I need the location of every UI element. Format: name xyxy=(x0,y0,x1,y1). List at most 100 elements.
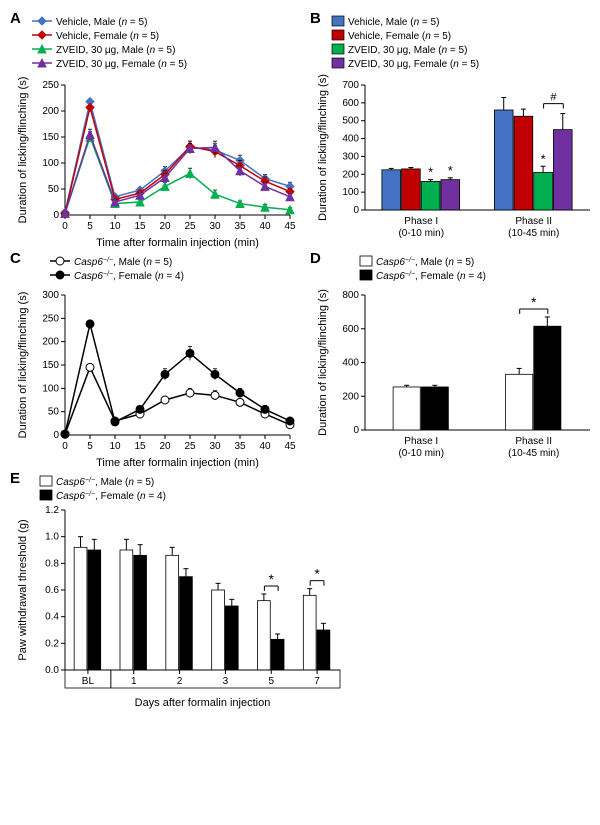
svg-text:2: 2 xyxy=(177,676,183,687)
svg-text:200: 200 xyxy=(342,169,359,180)
svg-text:Paw withdrawal threshold (g): Paw withdrawal threshold (g) xyxy=(17,519,29,660)
svg-text:0.6: 0.6 xyxy=(45,585,59,596)
svg-text:50: 50 xyxy=(48,407,60,418)
svg-text:Casp6−/−, Male (n = 5): Casp6−/−, Male (n = 5) xyxy=(56,477,154,489)
svg-text:Casp6−/−, Male (n = 5): Casp6−/−, Male (n = 5) xyxy=(74,257,172,269)
panel-a: A Vehicle, Male (n = 5) Vehicle, Female (… xyxy=(10,10,300,250)
svg-text:Phase I: Phase I xyxy=(404,436,438,447)
panel-a-chart: Vehicle, Male (n = 5) Vehicle, Female (n … xyxy=(10,10,300,250)
svg-text:40: 40 xyxy=(259,221,271,232)
svg-text:Casp6−/−, Female (n = 4): Casp6−/−, Female (n = 4) xyxy=(56,491,166,503)
svg-text:BL: BL xyxy=(82,676,95,687)
svg-text:7: 7 xyxy=(314,676,320,687)
svg-text:5: 5 xyxy=(268,676,274,687)
svg-text:30: 30 xyxy=(209,221,221,232)
svg-text:0.0: 0.0 xyxy=(45,665,59,676)
svg-text:Time after formalin injection: Time after formalin injection (min) xyxy=(96,237,259,249)
svg-text:200: 200 xyxy=(42,106,59,117)
svg-text:30: 30 xyxy=(209,441,221,452)
svg-text:500: 500 xyxy=(342,116,359,127)
svg-text:35: 35 xyxy=(234,221,246,232)
svg-text:Casp6−/−, Female (n = 4): Casp6−/−, Female (n = 4) xyxy=(376,271,486,283)
svg-text:*: * xyxy=(448,163,453,178)
svg-text:(10-45 min): (10-45 min) xyxy=(508,448,559,459)
svg-text:15: 15 xyxy=(134,441,146,452)
panel-c-chart: Casp6−/−, Male (n = 5) Casp6−/−, Female (… xyxy=(10,250,300,470)
svg-text:20: 20 xyxy=(159,221,171,232)
svg-text:25: 25 xyxy=(184,221,196,232)
svg-text:50: 50 xyxy=(48,184,60,195)
svg-text:400: 400 xyxy=(342,358,359,369)
svg-text:1.2: 1.2 xyxy=(45,505,59,516)
svg-text:10: 10 xyxy=(109,221,121,232)
svg-text:0.8: 0.8 xyxy=(45,558,59,569)
panel-b-chart: Vehicle, Male (n = 5)Vehicle, Female (n … xyxy=(310,10,600,250)
svg-text:Time after formalin injection: Time after formalin injection (min) xyxy=(96,457,259,469)
svg-text:400: 400 xyxy=(342,134,359,145)
svg-text:Duration of licking/flinching: Duration of licking/flinching (s) xyxy=(317,289,329,436)
svg-text:Phase II: Phase II xyxy=(515,436,552,447)
svg-text:20: 20 xyxy=(159,441,171,452)
svg-text:0: 0 xyxy=(353,425,359,436)
svg-text:300: 300 xyxy=(342,151,359,162)
svg-text:45: 45 xyxy=(284,221,296,232)
svg-text:Duration of licking/flinching: Duration of licking/flinching (s) xyxy=(17,292,29,439)
svg-text:0.2: 0.2 xyxy=(45,638,59,649)
panel-b: B Vehicle, Male (n = 5)Vehicle, Female (… xyxy=(310,10,600,250)
svg-text:(10-45 min): (10-45 min) xyxy=(508,228,559,239)
svg-text:150: 150 xyxy=(42,132,59,143)
svg-text:ZVEID, 30 μg, Female (n = 5): ZVEID, 30 μg, Female (n = 5) xyxy=(56,59,187,70)
svg-text:150: 150 xyxy=(42,360,59,371)
svg-text:0.4: 0.4 xyxy=(45,612,59,623)
svg-text:40: 40 xyxy=(259,441,271,452)
svg-text:Duration of licking/flinching: Duration of licking/flinching (s) xyxy=(317,74,329,221)
svg-text:10: 10 xyxy=(109,441,121,452)
svg-text:0: 0 xyxy=(53,430,59,441)
panel-a-label: A xyxy=(10,10,21,27)
svg-text:(0-10 min): (0-10 min) xyxy=(398,448,444,459)
svg-text:45: 45 xyxy=(284,441,296,452)
svg-text:0: 0 xyxy=(53,210,59,221)
svg-text:Vehicle, Male (n = 5): Vehicle, Male (n = 5) xyxy=(56,17,147,28)
svg-text:600: 600 xyxy=(342,98,359,109)
svg-text:Casp6−/−, Female (n = 4): Casp6−/−, Female (n = 4) xyxy=(74,271,184,283)
svg-text:800: 800 xyxy=(342,290,359,301)
svg-text:200: 200 xyxy=(342,391,359,402)
svg-text:Phase II: Phase II xyxy=(515,216,552,227)
svg-text:15: 15 xyxy=(134,221,146,232)
svg-text:100: 100 xyxy=(342,187,359,198)
svg-text:0: 0 xyxy=(353,205,359,216)
panel-c: C Casp6−/−, Male (n = 5) Casp6−/−, Female… xyxy=(10,250,300,470)
svg-text:ZVEID, 30 μg, Male (n = 5): ZVEID, 30 μg, Male (n = 5) xyxy=(56,45,175,56)
svg-text:5: 5 xyxy=(87,441,93,452)
svg-text:1: 1 xyxy=(131,676,137,687)
panel-d: D Casp6−/−, Male (n = 5)Casp6−/−, Female… xyxy=(310,250,600,470)
svg-text:0: 0 xyxy=(62,221,68,232)
panel-e-chart: Casp6−/−, Male (n = 5) Casp6−/−, Female (… xyxy=(10,470,350,710)
svg-text:250: 250 xyxy=(42,80,59,91)
panel-d-chart: Casp6−/−, Male (n = 5)Casp6−/−, Female (… xyxy=(310,250,600,470)
panel-d-label: D xyxy=(310,250,321,267)
svg-text:ZVEID, 30 μg, Female (n = 5): ZVEID, 30 μg, Female (n = 5) xyxy=(348,59,479,70)
svg-text:1.0: 1.0 xyxy=(45,532,59,543)
svg-text:*: * xyxy=(541,151,546,166)
svg-text:Vehicle, Female (n = 5): Vehicle, Female (n = 5) xyxy=(56,31,159,42)
svg-text:#: # xyxy=(550,92,557,104)
svg-text:Duration of licking/flinching: Duration of licking/flinching (s) xyxy=(17,77,29,224)
panel-b-label: B xyxy=(310,10,321,27)
svg-text:300: 300 xyxy=(42,290,59,301)
svg-text:0: 0 xyxy=(62,441,68,452)
panel-e: E Casp6−/−, Male (n = 5) Casp6−/−, Female… xyxy=(10,470,350,710)
svg-text:700: 700 xyxy=(342,80,359,91)
svg-text:*: * xyxy=(428,165,433,180)
panel-e-label: E xyxy=(10,470,20,487)
svg-text:*: * xyxy=(314,566,320,582)
svg-text:Vehicle, Male (n = 5): Vehicle, Male (n = 5) xyxy=(348,17,439,28)
panel-c-label: C xyxy=(10,250,21,267)
svg-text:250: 250 xyxy=(42,313,59,324)
svg-text:100: 100 xyxy=(42,158,59,169)
svg-text:Phase I: Phase I xyxy=(404,216,438,227)
svg-text:*: * xyxy=(269,571,275,587)
svg-text:Days after formalin injection: Days after formalin injection xyxy=(135,697,271,709)
svg-text:*: * xyxy=(531,294,537,310)
